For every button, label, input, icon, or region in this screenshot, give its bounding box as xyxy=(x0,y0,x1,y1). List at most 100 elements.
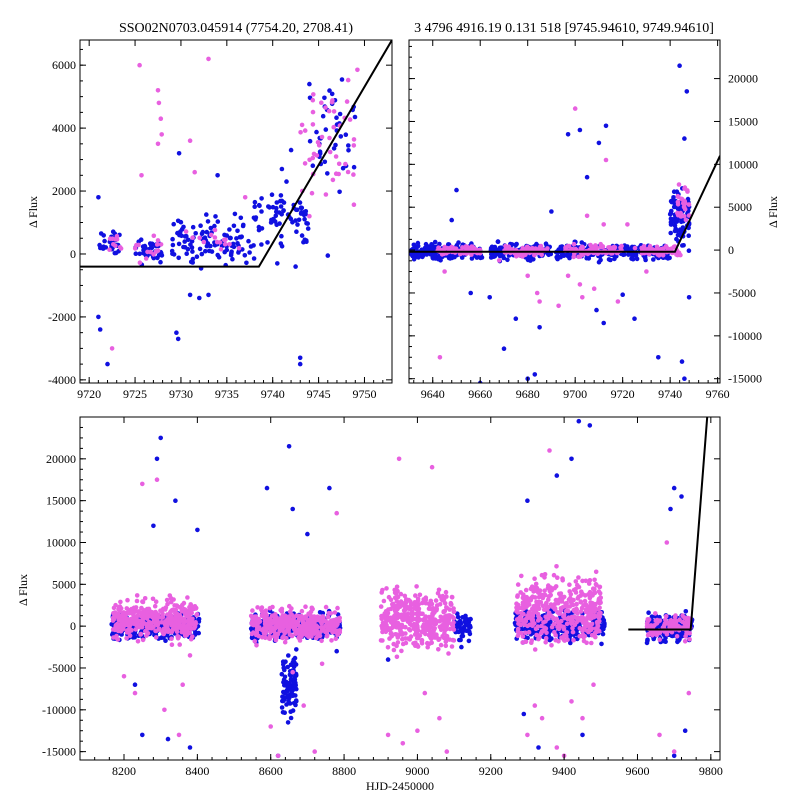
data-point xyxy=(426,626,432,632)
data-point xyxy=(97,327,103,332)
data-point xyxy=(521,596,526,601)
data-point xyxy=(254,643,259,648)
data-point xyxy=(591,614,597,620)
data-point xyxy=(116,604,122,610)
data-point xyxy=(598,610,603,616)
data-point xyxy=(284,702,289,707)
data-point xyxy=(290,506,296,512)
data-point xyxy=(178,229,183,234)
data-point xyxy=(190,621,196,627)
data-point xyxy=(155,141,161,147)
data-point xyxy=(682,205,687,210)
data-point xyxy=(686,233,691,238)
data-point xyxy=(675,639,680,645)
data-point xyxy=(253,215,259,220)
data-point xyxy=(295,629,300,635)
data-point xyxy=(378,604,384,609)
data-point xyxy=(335,621,340,627)
y-tick-label: -4000 xyxy=(48,373,76,387)
data-point xyxy=(185,237,191,243)
data-point xyxy=(152,603,158,609)
data-point xyxy=(184,251,189,256)
data-point xyxy=(320,113,326,119)
data-point xyxy=(532,647,538,652)
data-point xyxy=(125,621,130,627)
data-point xyxy=(555,624,560,630)
data-point xyxy=(663,639,668,644)
data-point xyxy=(302,128,308,133)
data-point xyxy=(579,605,585,611)
data-point xyxy=(252,638,258,644)
data-point xyxy=(529,584,535,589)
data-point xyxy=(645,633,651,638)
data-point xyxy=(227,242,232,247)
data-point xyxy=(158,259,163,265)
data-point xyxy=(153,635,159,640)
data-point xyxy=(305,626,311,631)
data-point xyxy=(417,592,423,598)
data-point xyxy=(413,593,418,598)
data-point xyxy=(173,621,178,626)
data-point xyxy=(205,219,211,224)
data-point xyxy=(388,631,394,636)
data-point xyxy=(672,223,678,228)
data-point xyxy=(151,233,157,239)
data-point xyxy=(130,615,136,621)
data-point xyxy=(347,117,353,122)
data-point xyxy=(581,635,586,640)
data-point xyxy=(580,615,586,621)
data-point xyxy=(521,592,526,597)
data-point xyxy=(422,690,428,696)
data-point xyxy=(319,621,324,626)
data-point xyxy=(294,229,299,234)
data-point xyxy=(438,642,444,648)
data-point xyxy=(326,108,332,114)
data-point xyxy=(566,243,572,249)
data-point xyxy=(686,248,692,253)
data-point xyxy=(169,629,174,635)
data-point xyxy=(526,629,532,635)
data-point xyxy=(681,213,687,219)
data-point xyxy=(121,621,126,627)
data-point xyxy=(686,213,692,218)
data-point xyxy=(686,202,692,207)
data-point xyxy=(351,137,357,142)
y-tick-label: -5000 xyxy=(48,661,76,675)
data-point xyxy=(297,361,303,367)
data-point xyxy=(284,179,289,184)
data-point xyxy=(323,604,329,610)
data-point xyxy=(429,640,435,646)
data-point xyxy=(281,665,287,671)
data-point xyxy=(608,257,613,263)
data-point xyxy=(176,151,182,156)
data-point xyxy=(263,635,268,641)
y-tick-label: -10000 xyxy=(42,703,76,717)
data-point xyxy=(591,682,596,687)
data-point xyxy=(140,637,146,643)
data-point xyxy=(403,624,408,630)
data-point xyxy=(532,703,538,708)
data-point xyxy=(394,584,400,590)
data-point xyxy=(301,703,307,708)
data-point xyxy=(444,594,449,599)
data-point xyxy=(242,195,248,200)
data-point xyxy=(325,253,331,258)
data-point xyxy=(285,622,291,627)
data-point xyxy=(326,610,332,616)
data-point xyxy=(599,641,604,647)
bottom-series-blue xyxy=(109,418,695,759)
data-point xyxy=(269,192,275,197)
data-point xyxy=(158,116,164,121)
data-point xyxy=(351,164,357,170)
data-point xyxy=(269,217,274,223)
data-point xyxy=(259,209,264,214)
bottom-series-magenta xyxy=(110,448,693,759)
data-point xyxy=(682,186,687,191)
y-tick-label: 5000 xyxy=(728,200,752,214)
x-tick-label: 9680 xyxy=(516,387,540,401)
data-point xyxy=(563,608,569,614)
data-point xyxy=(536,590,541,595)
data-point xyxy=(436,647,441,652)
data-point xyxy=(132,690,138,696)
